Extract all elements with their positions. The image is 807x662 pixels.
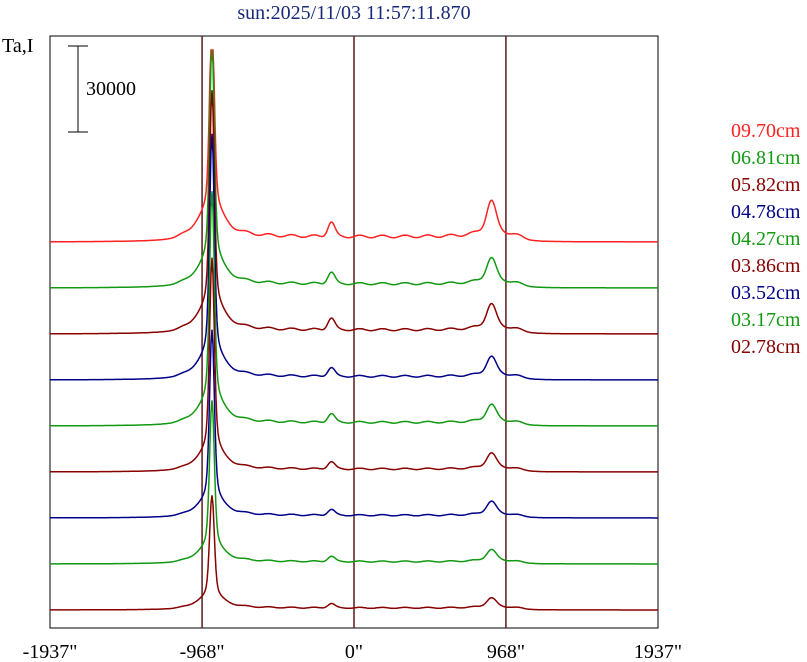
legend: 09.70cm 06.81cm 05.82cm 04.78cm 04.27cm 03.86…	[731, 120, 801, 358]
legend-entry: 09.70cm	[731, 120, 801, 142]
x-tick-label: -968"	[180, 641, 225, 662]
chart-title: sun:2025/11/03 11:57:11.870	[237, 2, 470, 24]
scale-bar: 30000	[68, 45, 136, 133]
series-line-04.78cm	[50, 133, 658, 381]
series-line-05.82cm	[50, 90, 658, 335]
legend-entry: 04.27cm	[731, 228, 801, 250]
series-line-09.70cm	[50, 49, 658, 243]
legend-entry: 04.78cm	[731, 201, 801, 223]
series-line-03.17cm	[50, 400, 658, 565]
x-tick-label: 1937"	[634, 641, 682, 662]
scale-bar-label: 30000	[86, 78, 136, 100]
legend-entry: 02.78cm	[731, 336, 801, 358]
vertical-reference-lines	[201, 36, 507, 628]
x-tick-label: -1937"	[23, 641, 78, 662]
x-tick-label: 0"	[345, 641, 363, 662]
series-line-04.27cm	[50, 191, 658, 427]
x-tick-labels: -1937" -968" 0" 968" 1937"	[23, 641, 683, 662]
series-line-03.86cm	[50, 257, 658, 473]
legend-entry: 03.52cm	[731, 282, 801, 304]
series-line-06.81cm	[50, 49, 658, 289]
series-line-02.78cm	[50, 495, 658, 611]
legend-entry: 05.82cm	[731, 174, 801, 196]
legend-entry: 03.17cm	[731, 309, 801, 331]
legend-entry: 06.81cm	[731, 147, 801, 169]
x-tick-label: 968"	[487, 641, 525, 662]
y-axis-label: Ta,I	[2, 35, 33, 57]
series-lines	[49, 49, 658, 611]
legend-entry: 03.86cm	[731, 255, 801, 277]
series-line-03.52cm	[49, 329, 658, 519]
